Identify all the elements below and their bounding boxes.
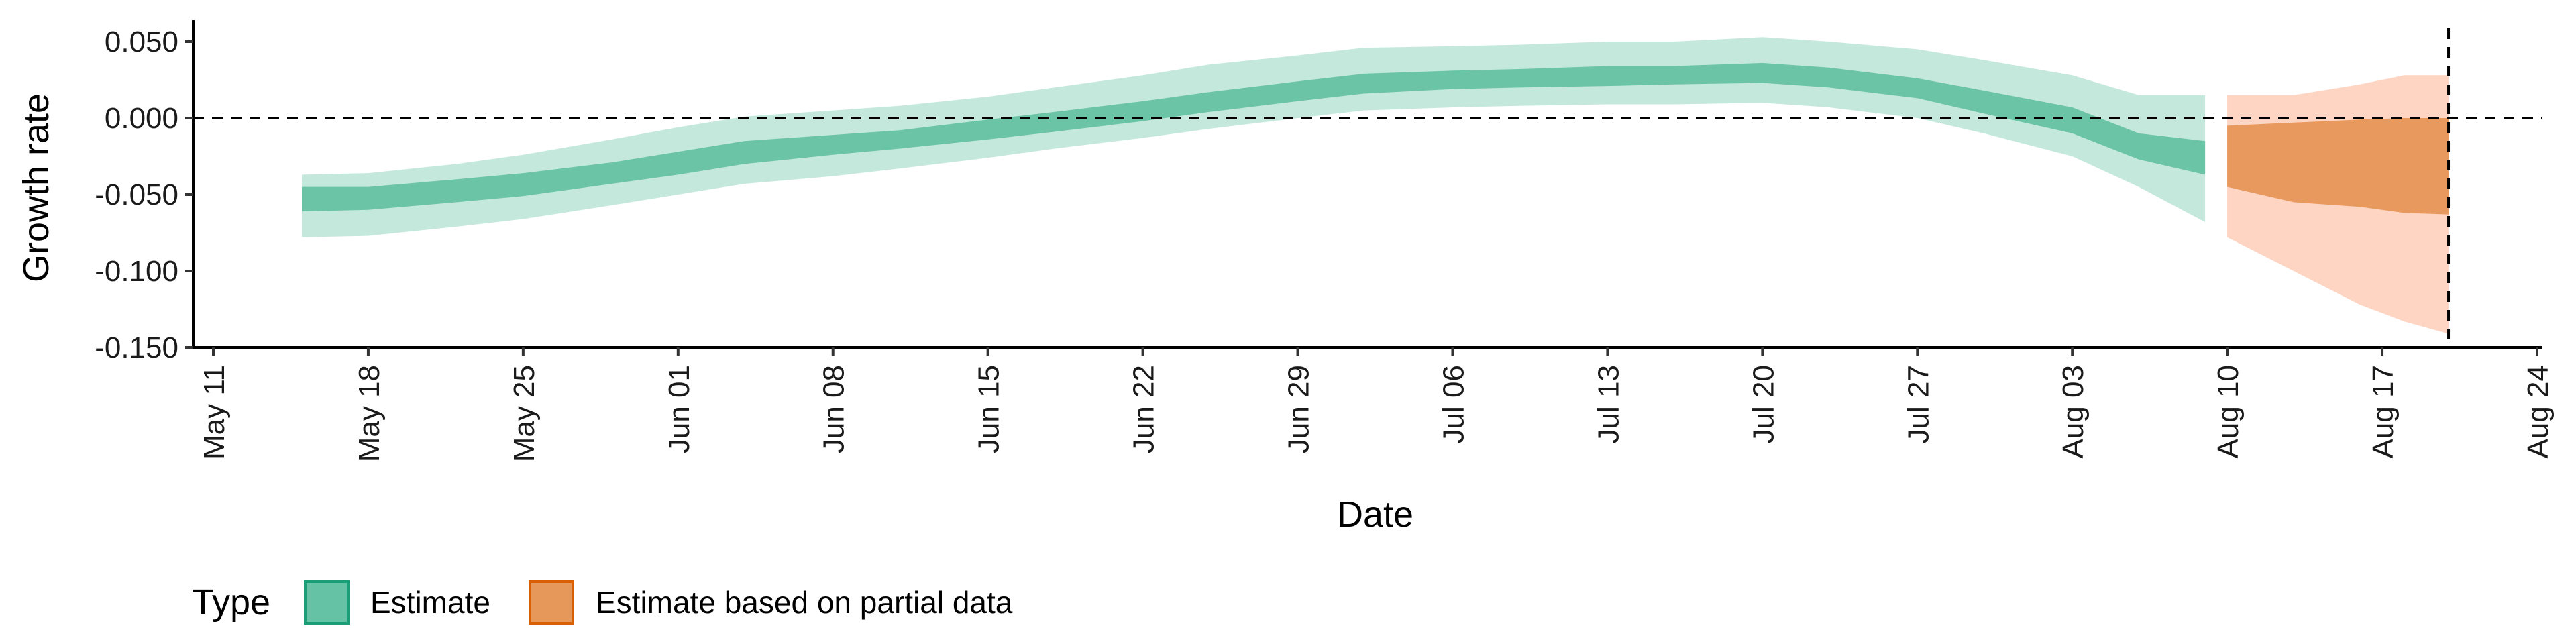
y-tick-label: 0.050 bbox=[105, 25, 178, 58]
x-tick-label: Jun 22 bbox=[1128, 365, 1161, 453]
x-tick-label: Aug 10 bbox=[2212, 365, 2245, 458]
y-tick-label: -0.100 bbox=[95, 255, 178, 288]
x-tick-label: Aug 24 bbox=[2522, 365, 2555, 458]
band-50-partial bbox=[2227, 118, 2449, 215]
y-tick-label: -0.050 bbox=[95, 178, 178, 211]
x-tick-label: Jul 13 bbox=[1592, 365, 1625, 443]
bands-layer bbox=[302, 37, 2449, 334]
band-50-estimate bbox=[302, 62, 2206, 212]
x-tick-label: Jul 06 bbox=[1438, 365, 1470, 443]
legend-label-partial: Estimate based on partial data bbox=[596, 585, 1013, 620]
x-tick-label: Jun 01 bbox=[663, 365, 696, 453]
y-tick-label: -0.150 bbox=[95, 331, 178, 364]
legend-title: Type bbox=[192, 582, 270, 623]
x-tick-label: Jul 20 bbox=[1747, 365, 1780, 443]
y-tick-label: 0.000 bbox=[105, 102, 178, 135]
y-axis-title: Growth rate bbox=[16, 93, 56, 282]
legend-key-estimate bbox=[304, 580, 350, 625]
reference-lines bbox=[193, 28, 2542, 347]
band-90-estimate bbox=[302, 37, 2206, 237]
x-axis-title: Date bbox=[1337, 494, 1413, 535]
x-tick-label: Jun 29 bbox=[1283, 365, 1316, 453]
x-tick-label: Aug 03 bbox=[2057, 365, 2090, 458]
axes: 0.050 0.000 -0.050 -0.100 -0.150 May 11 May 18… bbox=[95, 20, 2555, 462]
x-tick-label: Jul 27 bbox=[1902, 365, 1935, 443]
x-tick-label: May 25 bbox=[508, 365, 541, 462]
x-tick-label: Jun 08 bbox=[818, 365, 851, 453]
legend-key-partial bbox=[529, 580, 574, 625]
x-tick-label: Jun 15 bbox=[973, 365, 1006, 453]
x-tick-label: May 11 bbox=[198, 365, 231, 460]
legend-label-estimate: Estimate bbox=[370, 585, 490, 620]
legend: Type Estimate Estimate based on partial … bbox=[192, 580, 1013, 625]
x-tick-label: Aug 17 bbox=[2367, 365, 2400, 458]
x-tick-label: May 18 bbox=[353, 365, 386, 462]
